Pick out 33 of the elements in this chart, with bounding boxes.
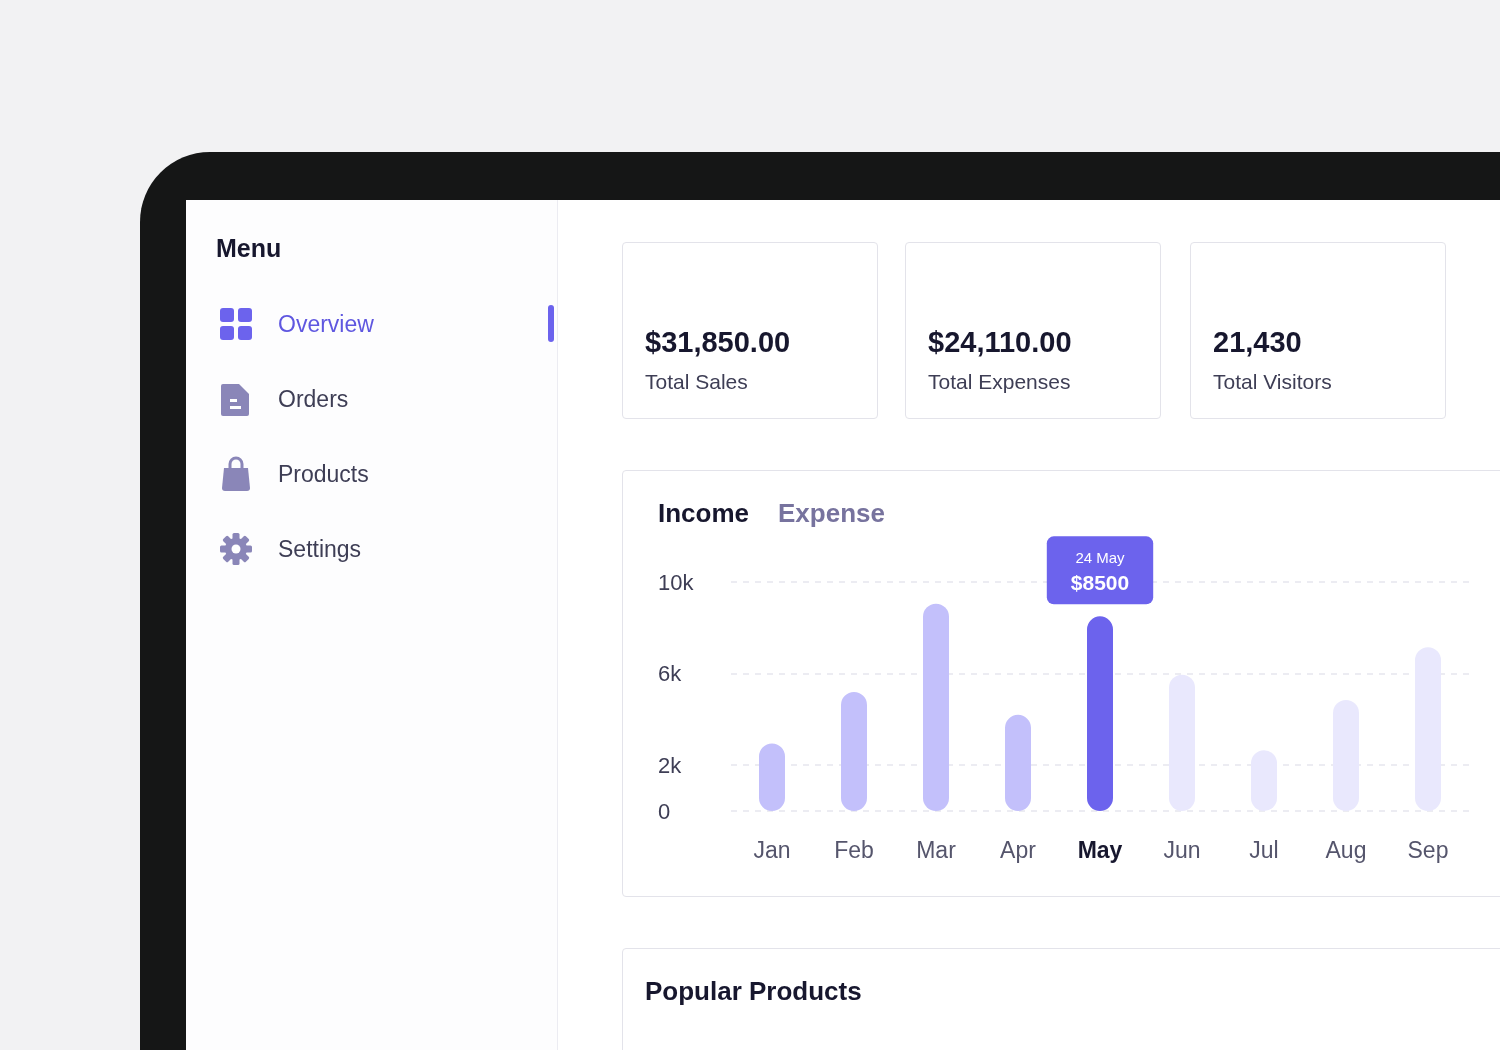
bar	[841, 691, 867, 811]
x-tick-label: Sep	[1407, 836, 1449, 863]
x-tick-label: Jul	[1249, 836, 1279, 863]
text: 24 May	[1075, 548, 1126, 566]
text: Products	[278, 461, 369, 488]
text: Income	[658, 498, 750, 529]
text: Settings	[278, 536, 362, 563]
bar	[1005, 714, 1031, 811]
x-tick-label: May	[1077, 836, 1123, 863]
x-tick-label: Jun	[1163, 836, 1201, 863]
text: Orders	[278, 386, 349, 413]
bar	[1087, 616, 1113, 811]
text: 21,430	[1213, 326, 1302, 359]
bar	[923, 603, 949, 811]
x-tick-label: Mar	[916, 836, 957, 863]
x-tick-label: Aug	[1325, 836, 1367, 863]
y-tick-label: 10k	[658, 569, 695, 595]
text: Total Visitors	[1213, 370, 1332, 394]
text: $31,850.00	[645, 326, 791, 359]
text: Total Expenses	[928, 370, 1071, 394]
text: $24,110.00	[928, 326, 1072, 359]
y-tick-label: 2k	[658, 752, 683, 778]
data-label: $8500	[1070, 570, 1130, 594]
y-tick-label: 6k	[658, 661, 683, 687]
x-tick-label: Feb	[834, 836, 874, 863]
x-tick-label: Jan	[753, 836, 791, 863]
text: Popular Products	[645, 976, 862, 1007]
text: Total Sales	[645, 370, 748, 394]
text: Overview	[278, 311, 374, 338]
y-tick-label: 0	[658, 798, 671, 824]
text: Expense	[778, 498, 885, 529]
x-tick-label: Apr	[1000, 836, 1037, 863]
text: Menu	[216, 234, 282, 263]
